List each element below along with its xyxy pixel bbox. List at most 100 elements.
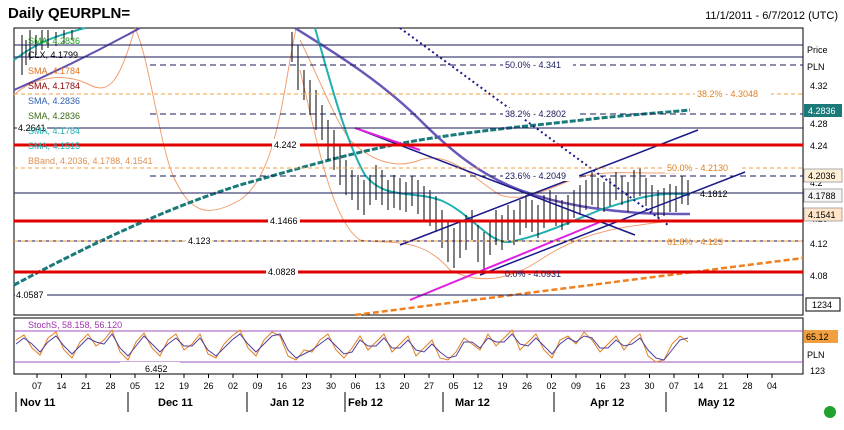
lower-axis-box: 123 bbox=[810, 366, 825, 376]
x-month-label: Nov 11 bbox=[20, 397, 55, 409]
fib-labels: 50.0% - 4.341 38.2% - 4.3048 38.2% - 4.2… bbox=[503, 59, 771, 279]
x-tick-label: 14 bbox=[694, 381, 704, 391]
value-badges: 4.2836 4.2036 4.1788 4.1541 bbox=[803, 104, 843, 222]
axis-currency: PLN bbox=[807, 62, 825, 72]
lower-axis-currency: PLN bbox=[807, 350, 825, 360]
x-tick-label: 28 bbox=[743, 381, 753, 391]
legend-item-1: CLX, 4.1799 bbox=[28, 50, 78, 60]
x-month-label: Dec 11 bbox=[158, 397, 193, 409]
legend-item-3: SMA, 4.1784 bbox=[28, 81, 80, 91]
x-tick-label: 14 bbox=[57, 381, 67, 391]
x-tick-label: 09 bbox=[253, 381, 263, 391]
badge-4.1788: 4.1788 bbox=[808, 191, 836, 201]
x-tick-label: 05 bbox=[130, 381, 140, 391]
fib-label-50-top: 50.0% - 4.341 bbox=[505, 60, 561, 70]
x-tick-label: 12 bbox=[473, 381, 483, 391]
x-tick-label: 21 bbox=[81, 381, 91, 391]
x-tick-label: 06 bbox=[351, 381, 361, 391]
x-tick-label: 26 bbox=[204, 381, 214, 391]
sma-long-line bbox=[13, 108, 691, 287]
x-month-label: Mar 12 bbox=[455, 397, 490, 409]
stoch-level: 6.452 bbox=[145, 364, 168, 374]
axis-title-price: Price bbox=[807, 45, 828, 55]
x-tick-label: 12 bbox=[155, 381, 165, 391]
stoch-legend: StochS, 58.158, 56.120 bbox=[28, 320, 122, 330]
axis-tick-1: 4.28 bbox=[810, 119, 828, 129]
stoch-value-badge: 65.12 bbox=[806, 332, 829, 342]
legend-item-4: SMA, 4.2836 bbox=[28, 96, 80, 106]
level-label-4.1466: 4.1466 bbox=[270, 216, 298, 226]
axis-tick-3: 4.2 bbox=[810, 178, 823, 188]
x-tick-label: 04 bbox=[767, 381, 777, 391]
fib-label-23: 23.6% - 4.2049 bbox=[505, 171, 566, 181]
bband-lower-line bbox=[299, 69, 691, 280]
bband-left-lower bbox=[13, 27, 136, 96]
level-labels: 4.2641 4.242 4.1466 4.123 4.0828 4.0587 bbox=[15, 122, 300, 300]
level-label-4.0828: 4.0828 bbox=[268, 267, 296, 277]
axis-tick-2: 4.24 bbox=[810, 141, 828, 151]
trend-upper bbox=[399, 129, 699, 246]
level-label-4.123: 4.123 bbox=[188, 236, 211, 246]
x-tick-label: 23 bbox=[302, 381, 312, 391]
sma-purple-line bbox=[13, 27, 141, 91]
connection-status-icon[interactable] bbox=[824, 406, 836, 418]
badge-4.2036: 4.2036 bbox=[808, 171, 836, 181]
fib-label-50-orange: 50.0% - 4.2130 bbox=[667, 163, 728, 173]
sma-cyan-line bbox=[13, 27, 86, 61]
price-axis: Price PLN 4.32 4.28 4.24 4.2 4.16 4.12 4… bbox=[805, 45, 841, 376]
level-label-4.242: 4.242 bbox=[274, 140, 297, 150]
axis-tick-5: 4.12 bbox=[810, 239, 828, 249]
badge-4.2836: 4.2836 bbox=[808, 106, 836, 116]
legend-item-2: SMA, 4.1784 bbox=[28, 66, 80, 76]
trend-dotted bbox=[399, 27, 669, 226]
x-tick-label: 27 bbox=[424, 381, 434, 391]
axis-tick-0: 4.32 bbox=[810, 81, 828, 91]
x-month-label: Jan 12 bbox=[270, 397, 304, 409]
x-month-label: May 12 bbox=[698, 397, 735, 409]
x-tick-label: 02 bbox=[228, 381, 238, 391]
x-tick-label: 20 bbox=[400, 381, 410, 391]
overlay-legend: SMA, 4.2836 CLX, 4.1799 SMA, 4.1784 SMA,… bbox=[28, 36, 153, 166]
legend-item-5: SMA, 4.2836 bbox=[28, 111, 80, 121]
x-tick-label: 16 bbox=[277, 381, 287, 391]
x-tick-label: 09 bbox=[571, 381, 581, 391]
x-tick-label: 07 bbox=[32, 381, 42, 391]
x-tick-label: 19 bbox=[179, 381, 189, 391]
date-range: 11/1/2011 - 6/7/2012 (UTC) bbox=[705, 10, 838, 22]
legend-item-0: SMA, 4.2836 bbox=[28, 36, 80, 46]
level-label-4.0587: 4.0587 bbox=[16, 290, 44, 300]
x-tick-label: 30 bbox=[326, 381, 336, 391]
bband-upper-line bbox=[134, 27, 297, 211]
axis-tick-6: 4.08 bbox=[810, 271, 828, 281]
badge-4.1541: 4.1541 bbox=[808, 210, 836, 220]
x-month-label: Feb 12 bbox=[348, 397, 383, 409]
fib-label-38-orange: 38.2% - 4.3048 bbox=[697, 89, 758, 99]
x-tick-label: 16 bbox=[596, 381, 606, 391]
trend-lower bbox=[479, 171, 746, 276]
fib-label-38-navy: 38.2% - 4.2802 bbox=[505, 109, 566, 119]
x-tick-label: 26 bbox=[522, 381, 532, 391]
trend-orange-dashed bbox=[354, 256, 804, 317]
x-tick-label: 05 bbox=[449, 381, 459, 391]
chart-title: Daily QEURPLN= bbox=[8, 5, 131, 22]
x-tick-label: 23 bbox=[620, 381, 630, 391]
x-tick-label: 19 bbox=[498, 381, 508, 391]
point-label: 4.1812 bbox=[700, 189, 728, 199]
fib-label-0: 0.0% - 4.0931 bbox=[505, 269, 561, 279]
trend-magenta-2 bbox=[409, 221, 601, 301]
x-tick-label: 30 bbox=[645, 381, 655, 391]
legend-item-6: SMA, 4.1784 bbox=[28, 126, 80, 136]
x-axis-ticks: 07 14 21 28 05 12 19 26 02 09 16 23 30 06 13 20 27 05 12 19… bbox=[32, 374, 777, 391]
x-tick-label: 02 bbox=[547, 381, 557, 391]
axis-extra-box: 1234 bbox=[812, 300, 832, 310]
x-month-label: Apr 12 bbox=[590, 397, 624, 409]
x-tick-label: 28 bbox=[106, 381, 116, 391]
x-tick-label: 07 bbox=[669, 381, 679, 391]
level-label-4.2641: 4.2641 bbox=[18, 123, 46, 133]
x-tick-label: 13 bbox=[375, 381, 385, 391]
legend-item-8: BBand, 4.2036, 4.1788, 4.1541 bbox=[28, 156, 153, 166]
legend-item-7: SMA, 4.1515 bbox=[28, 141, 80, 151]
x-tick-label: 21 bbox=[718, 381, 728, 391]
